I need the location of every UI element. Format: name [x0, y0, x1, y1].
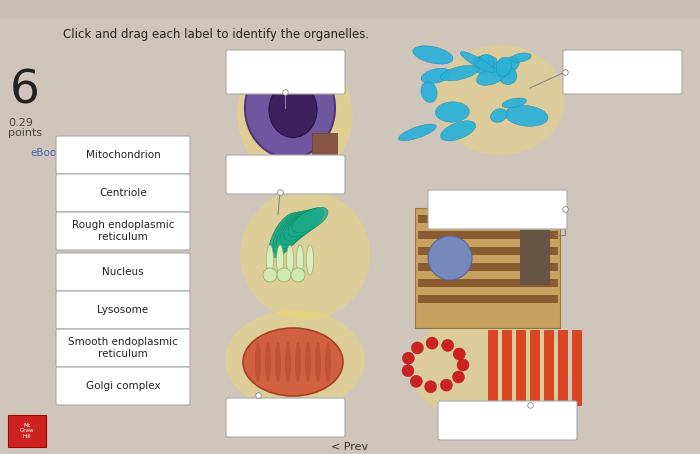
- Ellipse shape: [297, 245, 304, 275]
- Bar: [312, 133, 337, 155]
- FancyBboxPatch shape: [502, 330, 511, 405]
- Ellipse shape: [237, 50, 353, 180]
- Ellipse shape: [273, 212, 306, 253]
- Ellipse shape: [491, 57, 519, 77]
- Ellipse shape: [505, 105, 548, 126]
- Text: < Prev: < Prev: [331, 442, 369, 452]
- Circle shape: [428, 236, 472, 280]
- Ellipse shape: [275, 342, 281, 382]
- Ellipse shape: [245, 58, 335, 158]
- Text: Centriole: Centriole: [99, 188, 147, 198]
- FancyBboxPatch shape: [520, 230, 550, 285]
- FancyBboxPatch shape: [56, 367, 190, 405]
- Ellipse shape: [292, 207, 328, 233]
- Text: Click and drag each label to identify the organelles.: Click and drag each label to identify th…: [63, 28, 369, 41]
- Text: Nucleus: Nucleus: [102, 267, 144, 277]
- FancyBboxPatch shape: [56, 136, 190, 174]
- FancyBboxPatch shape: [418, 263, 558, 271]
- Ellipse shape: [265, 342, 271, 382]
- Ellipse shape: [305, 342, 311, 382]
- Text: Golgi complex: Golgi complex: [85, 381, 160, 391]
- FancyBboxPatch shape: [572, 330, 581, 405]
- Ellipse shape: [435, 102, 470, 122]
- Ellipse shape: [491, 109, 508, 123]
- Ellipse shape: [435, 45, 565, 155]
- Ellipse shape: [410, 313, 570, 423]
- Ellipse shape: [413, 46, 453, 64]
- Bar: [0, 0, 700, 18]
- Text: eBook: eBook: [30, 148, 62, 158]
- FancyBboxPatch shape: [530, 330, 539, 405]
- FancyBboxPatch shape: [226, 155, 345, 194]
- Ellipse shape: [502, 98, 526, 108]
- FancyBboxPatch shape: [438, 401, 577, 440]
- FancyBboxPatch shape: [56, 253, 190, 291]
- FancyBboxPatch shape: [418, 279, 558, 287]
- FancyBboxPatch shape: [226, 398, 345, 437]
- Ellipse shape: [477, 68, 506, 85]
- Circle shape: [442, 340, 454, 351]
- Ellipse shape: [307, 245, 314, 275]
- Ellipse shape: [255, 342, 261, 382]
- Ellipse shape: [270, 212, 301, 257]
- Ellipse shape: [499, 67, 517, 85]
- Ellipse shape: [398, 124, 436, 141]
- Circle shape: [412, 342, 424, 354]
- Circle shape: [291, 268, 305, 282]
- Circle shape: [402, 352, 414, 364]
- Circle shape: [277, 268, 291, 282]
- Ellipse shape: [496, 57, 512, 77]
- FancyBboxPatch shape: [418, 215, 558, 223]
- FancyBboxPatch shape: [56, 329, 190, 367]
- Ellipse shape: [440, 65, 480, 81]
- FancyBboxPatch shape: [418, 295, 558, 303]
- FancyBboxPatch shape: [488, 330, 497, 405]
- Ellipse shape: [421, 68, 452, 84]
- Ellipse shape: [476, 54, 494, 75]
- Circle shape: [402, 365, 414, 377]
- Ellipse shape: [267, 245, 274, 275]
- Ellipse shape: [315, 342, 321, 382]
- FancyBboxPatch shape: [418, 247, 558, 255]
- FancyBboxPatch shape: [56, 212, 190, 250]
- FancyBboxPatch shape: [226, 50, 345, 94]
- Circle shape: [425, 381, 437, 393]
- Circle shape: [457, 359, 469, 371]
- FancyBboxPatch shape: [558, 330, 567, 405]
- Circle shape: [452, 371, 465, 383]
- Circle shape: [410, 375, 422, 387]
- Ellipse shape: [295, 342, 301, 382]
- FancyBboxPatch shape: [516, 330, 525, 405]
- Ellipse shape: [460, 52, 495, 72]
- Ellipse shape: [276, 211, 310, 249]
- Text: Mitochondrion: Mitochondrion: [85, 150, 160, 160]
- Ellipse shape: [240, 190, 370, 320]
- Ellipse shape: [276, 245, 284, 275]
- FancyBboxPatch shape: [418, 231, 558, 239]
- Ellipse shape: [473, 55, 497, 69]
- FancyBboxPatch shape: [563, 50, 682, 94]
- Ellipse shape: [440, 121, 475, 141]
- Text: 6: 6: [10, 68, 40, 113]
- FancyBboxPatch shape: [544, 330, 553, 405]
- FancyBboxPatch shape: [428, 190, 567, 229]
- Text: Lysosome: Lysosome: [97, 305, 148, 315]
- FancyBboxPatch shape: [56, 174, 190, 212]
- FancyBboxPatch shape: [8, 415, 46, 447]
- Text: points: points: [8, 128, 42, 138]
- Ellipse shape: [285, 342, 291, 382]
- FancyBboxPatch shape: [56, 291, 190, 329]
- Circle shape: [263, 268, 277, 282]
- Text: Smooth endoplasmic
reticulum: Smooth endoplasmic reticulum: [68, 337, 178, 359]
- Ellipse shape: [286, 245, 293, 275]
- Ellipse shape: [511, 53, 531, 62]
- Text: 0.29: 0.29: [8, 118, 33, 128]
- Circle shape: [440, 379, 452, 391]
- FancyBboxPatch shape: [415, 208, 560, 328]
- Ellipse shape: [284, 209, 319, 241]
- Text: Rough endoplasmic
reticulum: Rough endoplasmic reticulum: [71, 220, 174, 242]
- Ellipse shape: [325, 342, 331, 382]
- Circle shape: [426, 337, 438, 349]
- Ellipse shape: [243, 328, 343, 396]
